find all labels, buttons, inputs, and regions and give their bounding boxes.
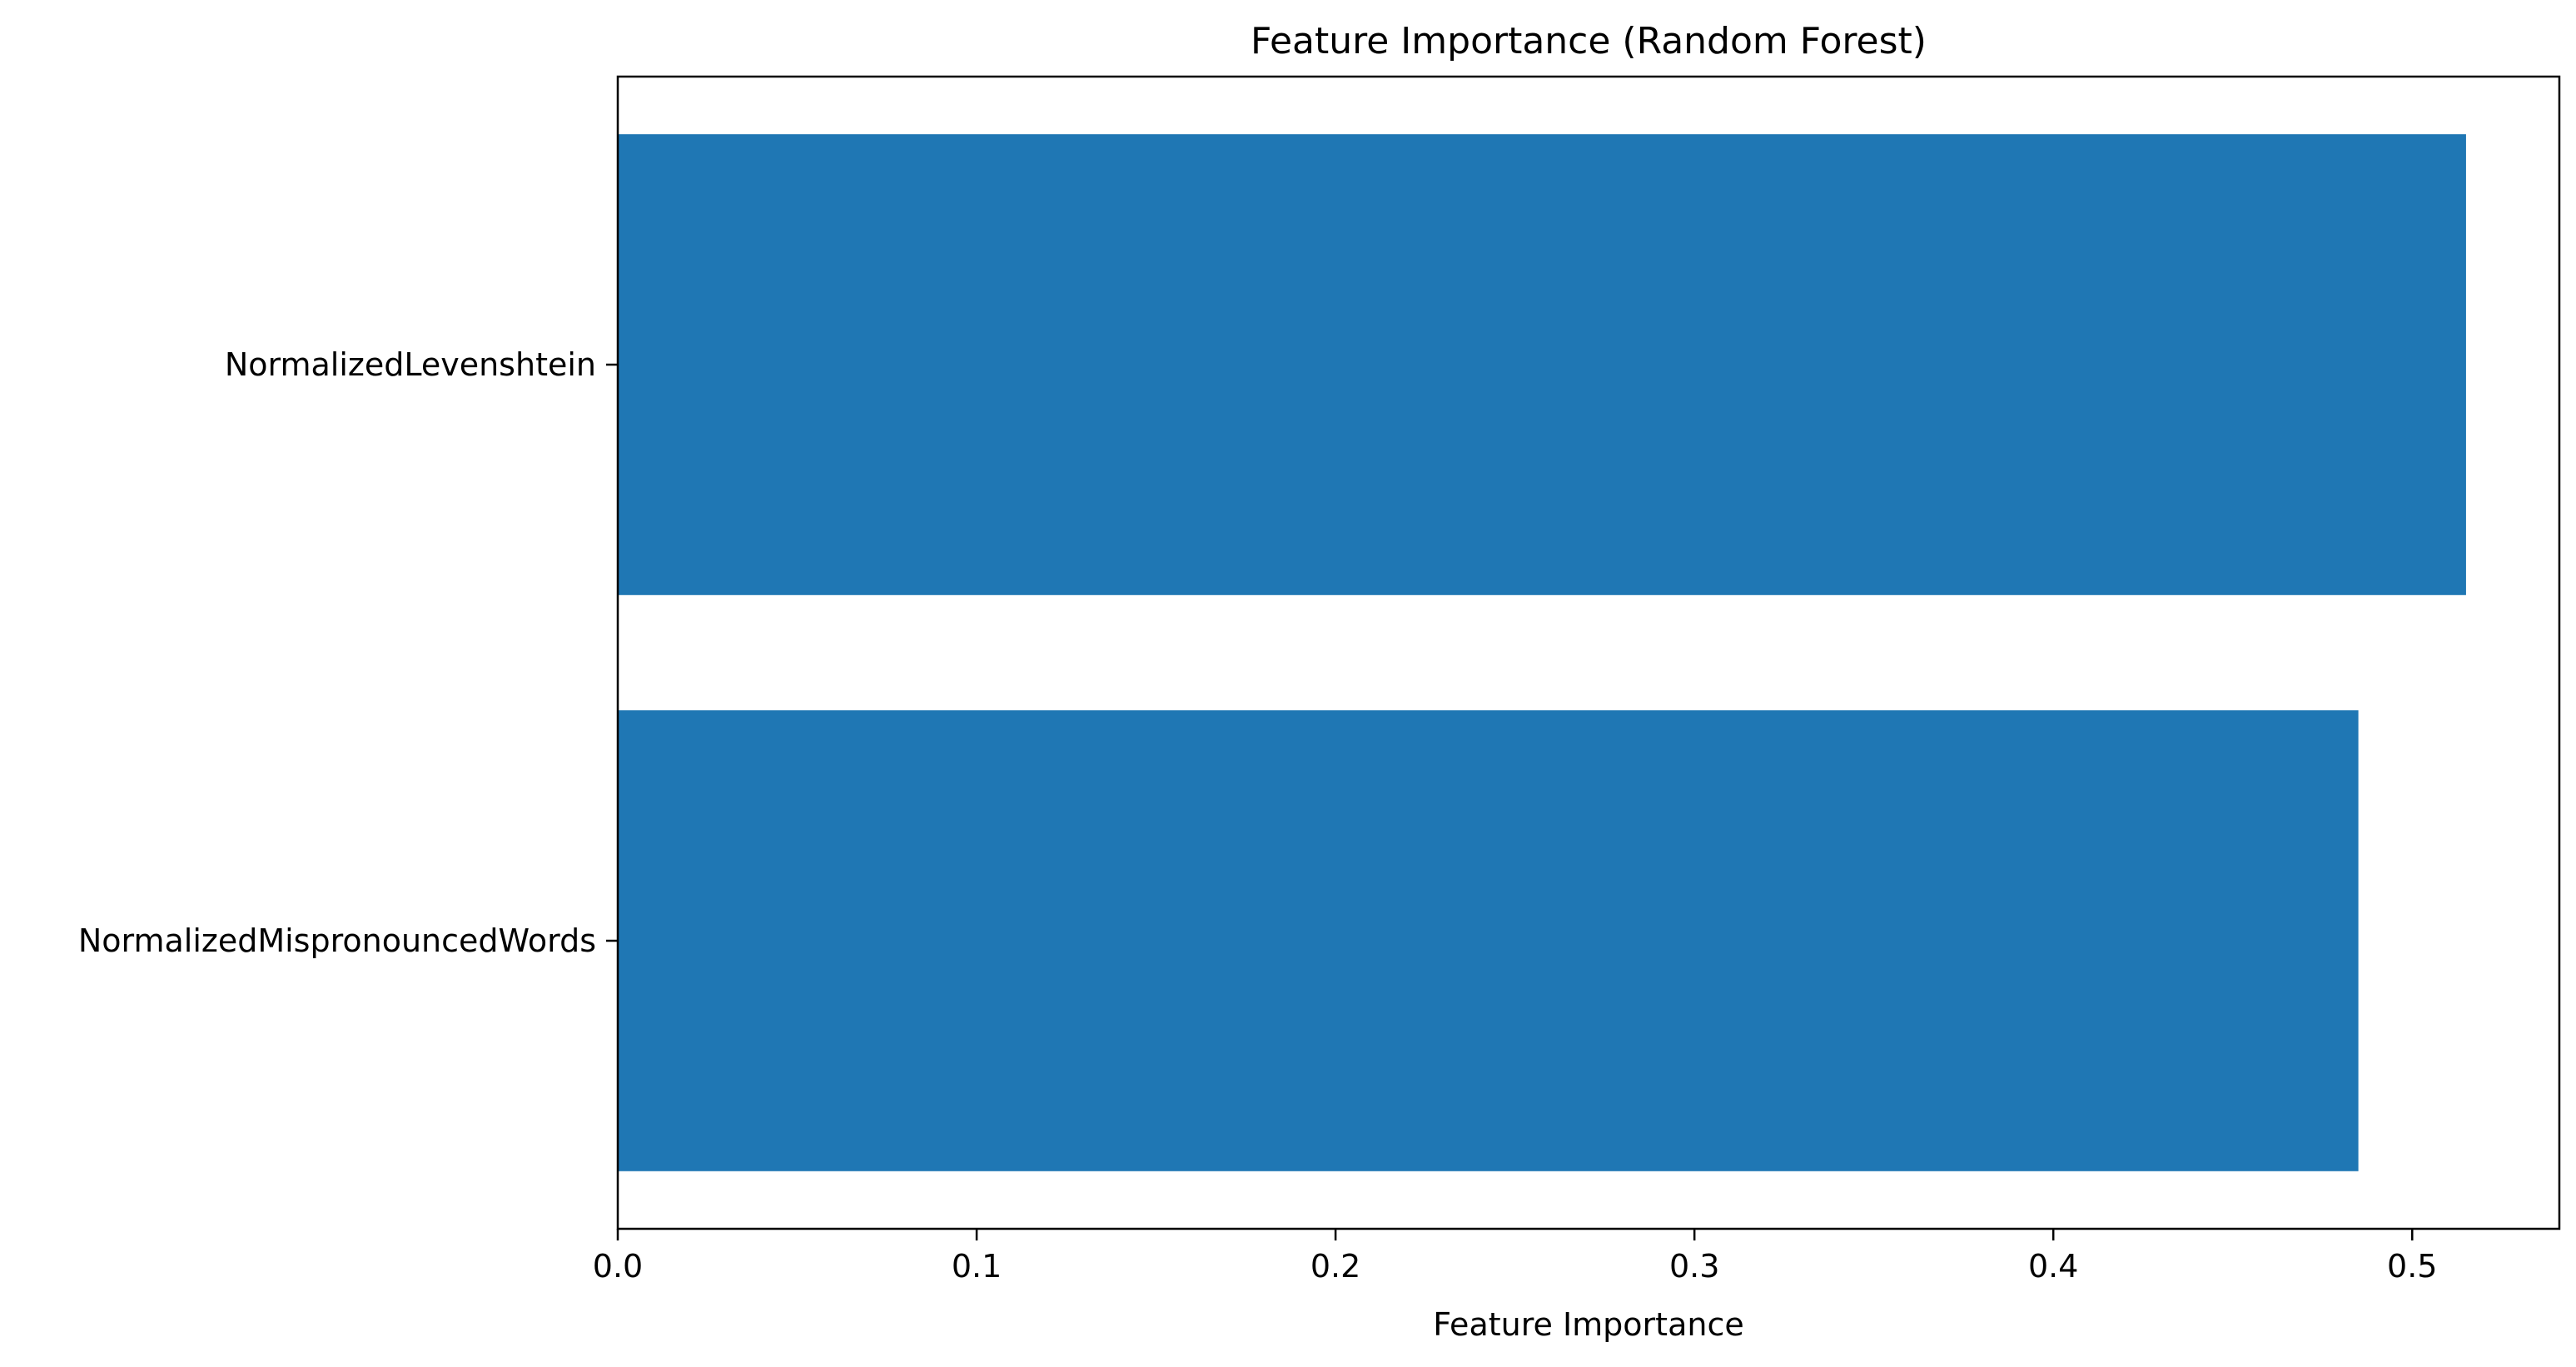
bar-normalizedmispronouncedwords [618, 710, 2359, 1171]
x-tick-label: 0.5 [2387, 1248, 2437, 1285]
x-axis-ticks: 0.0 0.1 0.2 0.3 0.4 0.5 [593, 1229, 2437, 1285]
bar-normalizedlevenshtein [618, 134, 2466, 595]
x-axis-label: Feature Importance [1433, 1306, 1743, 1343]
x-tick-label: 0.4 [2028, 1248, 2078, 1285]
x-tick-label: 0.0 [593, 1248, 643, 1285]
y-axis-ticks: NormalizedLevenshtein NormalizedMispronou… [78, 346, 618, 959]
y-tick-label: NormalizedMispronouncedWords [78, 922, 596, 959]
x-tick-label: 0.1 [952, 1248, 1002, 1285]
x-tick-label: 0.3 [1669, 1248, 1719, 1285]
bars-layer [618, 134, 2466, 1171]
chart-title: Feature Importance (Random Forest) [1251, 20, 1927, 62]
y-tick-label: NormalizedLevenshtein [225, 346, 596, 383]
x-tick-label: 0.2 [1310, 1248, 1360, 1285]
plot-frame [616, 75, 2561, 1230]
